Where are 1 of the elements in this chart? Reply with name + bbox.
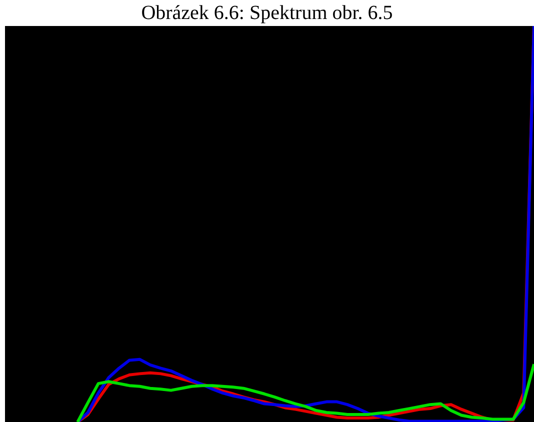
chart-title: Obrázek 6.6: Spektrum obr. 6.5 <box>140 1 394 26</box>
